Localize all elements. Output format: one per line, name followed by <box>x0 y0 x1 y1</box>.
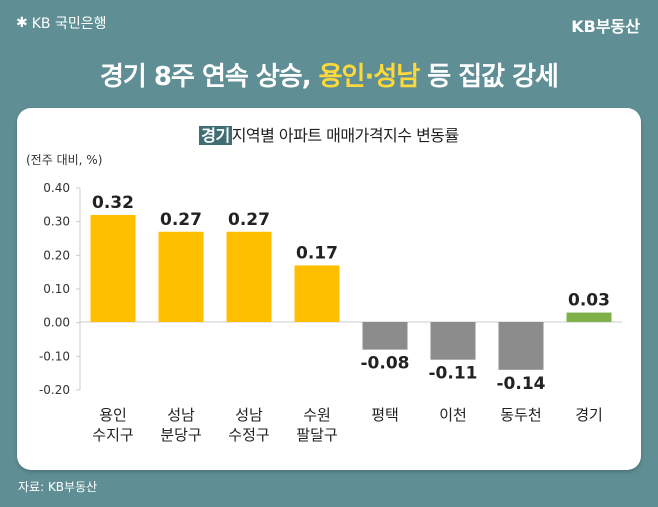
data-label: -0.14 <box>497 374 546 394</box>
kb-bank-logo: ✱ KB 국민은행 <box>16 15 107 32</box>
y-tick-label: 0.40 <box>43 181 70 195</box>
y-axis-unit: (전주 대비, %) <box>26 153 103 167</box>
data-label: 0.03 <box>568 291 610 311</box>
bar <box>226 231 272 322</box>
x-tick-label: 수지구 <box>92 426 133 444</box>
bar <box>430 322 476 360</box>
bar <box>362 322 408 350</box>
data-label: -0.11 <box>429 364 478 384</box>
y-tick-label: 0.20 <box>43 248 70 262</box>
y-tick-label: -0.20 <box>39 383 70 397</box>
bar <box>566 312 612 322</box>
data-label: -0.08 <box>361 354 410 374</box>
data-label: 0.27 <box>228 210 270 230</box>
x-tick-label: 경기 <box>575 406 603 424</box>
x-tick-label: 평택 <box>371 406 399 424</box>
bar <box>294 265 340 322</box>
y-tick-label: 0.00 <box>43 316 70 330</box>
x-tick-label: 분당구 <box>160 426 201 444</box>
x-tick-label: 성남 <box>235 406 263 424</box>
kb-real-estate-logo: KB부동산 <box>571 17 640 36</box>
data-label: 0.27 <box>160 210 202 230</box>
y-tick-label: 0.30 <box>43 215 70 229</box>
x-tick-label: 동두천 <box>500 406 541 424</box>
bar <box>158 231 204 322</box>
headline: 경기 8주 연속 상승, 용인·성남 등 집값 강세 <box>100 62 559 92</box>
x-tick-label: 용인 <box>99 406 127 424</box>
x-tick-label: 성남 <box>167 406 195 424</box>
data-label: 0.32 <box>92 193 134 213</box>
bar <box>90 214 136 322</box>
data-label: 0.17 <box>296 243 338 263</box>
source-note: 자료: KB부동산 <box>18 480 98 494</box>
x-tick-label: 이천 <box>439 406 467 424</box>
chart-title: 경기 지역별 아파트 매매가격지수 변동률 <box>199 126 459 145</box>
y-tick-label: -0.10 <box>39 349 70 363</box>
y-tick-label: 0.10 <box>43 282 70 296</box>
kb-star-icon: ✱ <box>16 15 28 31</box>
x-tick-label: 수원 <box>303 406 331 424</box>
x-tick-label: 수정구 <box>228 426 269 444</box>
x-tick-label: 팔달구 <box>296 426 337 444</box>
bar <box>498 322 544 370</box>
